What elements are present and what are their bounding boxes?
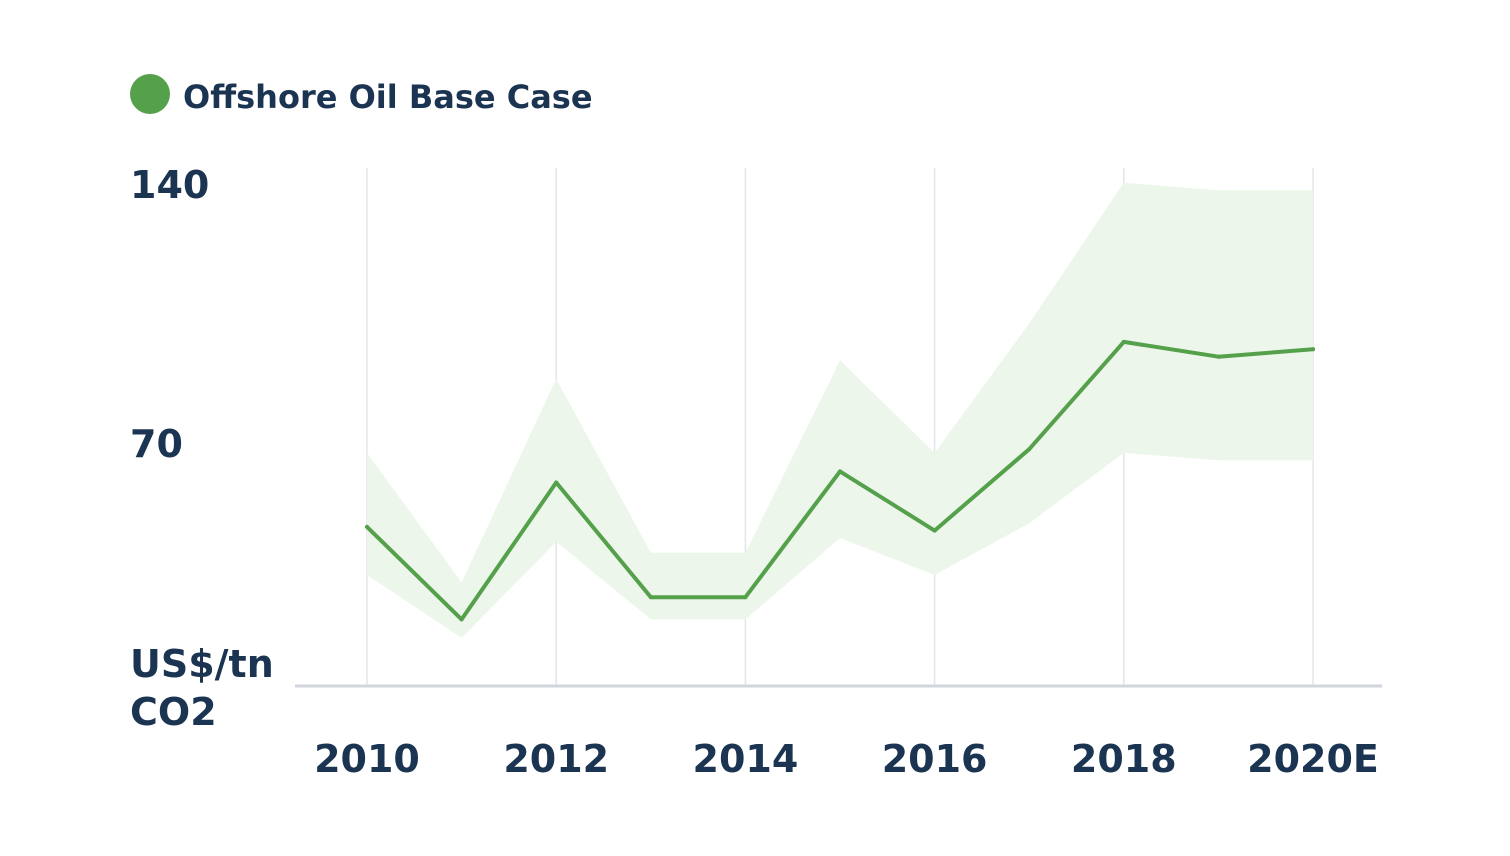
x-tick-label-2020E: 2020E [1247, 737, 1379, 781]
legend-label: Offshore Oil Base Case [183, 78, 593, 116]
data-point-2010 [365, 524, 369, 529]
x-tick-label-2014: 2014 [693, 737, 799, 781]
y-tick-label-70: 70 [130, 422, 183, 466]
data-point-2015 [838, 469, 842, 474]
x-tick-label-2010: 2010 [314, 737, 420, 781]
data-point-2012 [554, 480, 559, 485]
x-tick-label-2018: 2018 [1071, 737, 1177, 781]
data-point-2019 [1216, 354, 1221, 359]
y-axis-ticks: 70 140 [130, 163, 209, 466]
data-point-2020 [1311, 347, 1315, 352]
y-axis-label-line-2: CO2 [130, 690, 217, 734]
data-point-2018 [1121, 339, 1126, 344]
data-point-2014 [743, 595, 748, 600]
x-axis-ticks: 2010 2012 2014 2016 2018 2020E [314, 737, 1379, 781]
y-axis-label: US$/tn CO2 [130, 642, 274, 734]
y-tick-label-140: 140 [130, 163, 209, 207]
data-point-2013 [648, 595, 653, 600]
x-tick-label-2012: 2012 [503, 737, 609, 781]
x-tick-label-2016: 2016 [882, 737, 988, 781]
legend: Offshore Oil Base Case [130, 74, 593, 116]
data-point-2011 [459, 617, 464, 622]
data-point-2017 [1027, 447, 1032, 452]
series-band-offshore-oil [367, 182, 1313, 638]
y-axis-label-line-1: US$/tn [130, 642, 274, 686]
legend-swatch [130, 74, 170, 114]
data-point-2016 [932, 528, 937, 533]
